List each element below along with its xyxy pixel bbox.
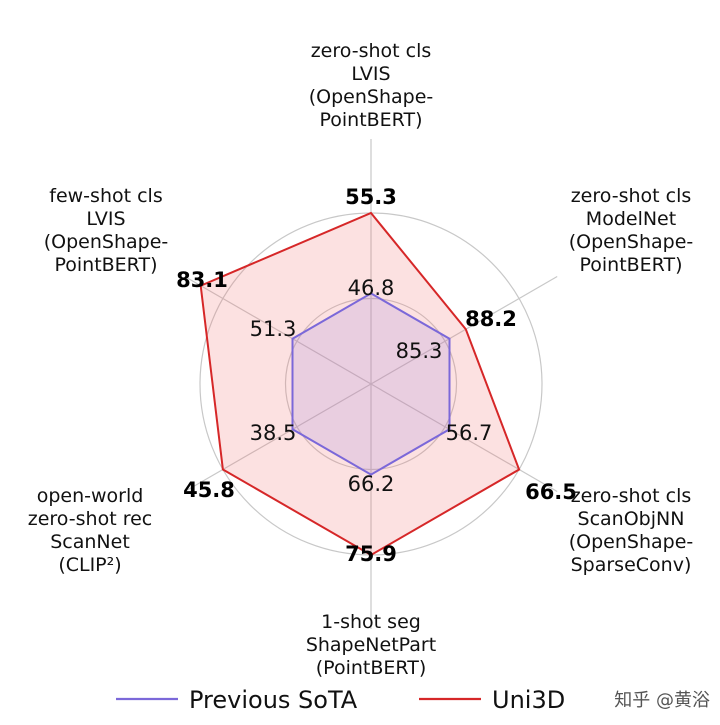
uni3d-legend-label: Uni3D bbox=[492, 686, 565, 714]
previous-sota-value-label: 38.5 bbox=[250, 421, 297, 445]
axis-spoke bbox=[184, 275, 372, 385]
axis-spoke bbox=[370, 383, 558, 493]
uni3d-polygon bbox=[199, 211, 521, 557]
axis-label: zero-shot cls ScanObjNN (OpenShape-SparseC… bbox=[569, 485, 694, 576]
axis-label: 1-shot seg ShapeNetPart (PointBERT) bbox=[306, 611, 436, 679]
axis-spoke bbox=[370, 275, 558, 385]
uni3d-value-label: 83.1 bbox=[176, 268, 228, 292]
previous-sota-legend-label: Previous SoTA bbox=[189, 686, 358, 714]
previous-sota-value-label: 66.2 bbox=[348, 472, 395, 496]
watermark-text: 知乎 @黄浴 bbox=[614, 690, 710, 711]
uni3d-value-label: 88.2 bbox=[465, 307, 517, 331]
previous-sota-value-label: 46.8 bbox=[348, 276, 395, 300]
axis-label: few-shot cls LVIS (OpenShape-PointBERT) bbox=[44, 185, 169, 276]
uni3d-value-label: 45.8 bbox=[183, 478, 235, 502]
uni3d-value-label: 55.3 bbox=[345, 185, 397, 209]
previous-sota-value-label: 56.7 bbox=[446, 421, 493, 445]
axis-spoke bbox=[184, 383, 372, 493]
previous-sota-value-label: 85.3 bbox=[396, 339, 443, 363]
previous-sota-value-label: 51.3 bbox=[250, 317, 297, 341]
axis-label: open-world zero-shot rec ScanNet (CLIP²) bbox=[28, 485, 152, 576]
axis-label: zero-shot cls LVIS (OpenShape-PointBERT) bbox=[309, 40, 434, 131]
uni3d-value-label: 66.5 bbox=[525, 480, 577, 504]
uni3d-value-label: 75.9 bbox=[345, 542, 397, 566]
axis-label: zero-shot cls ModelNet (OpenShape-PointBER… bbox=[569, 185, 694, 276]
previous-sota-polygon bbox=[291, 292, 451, 476]
